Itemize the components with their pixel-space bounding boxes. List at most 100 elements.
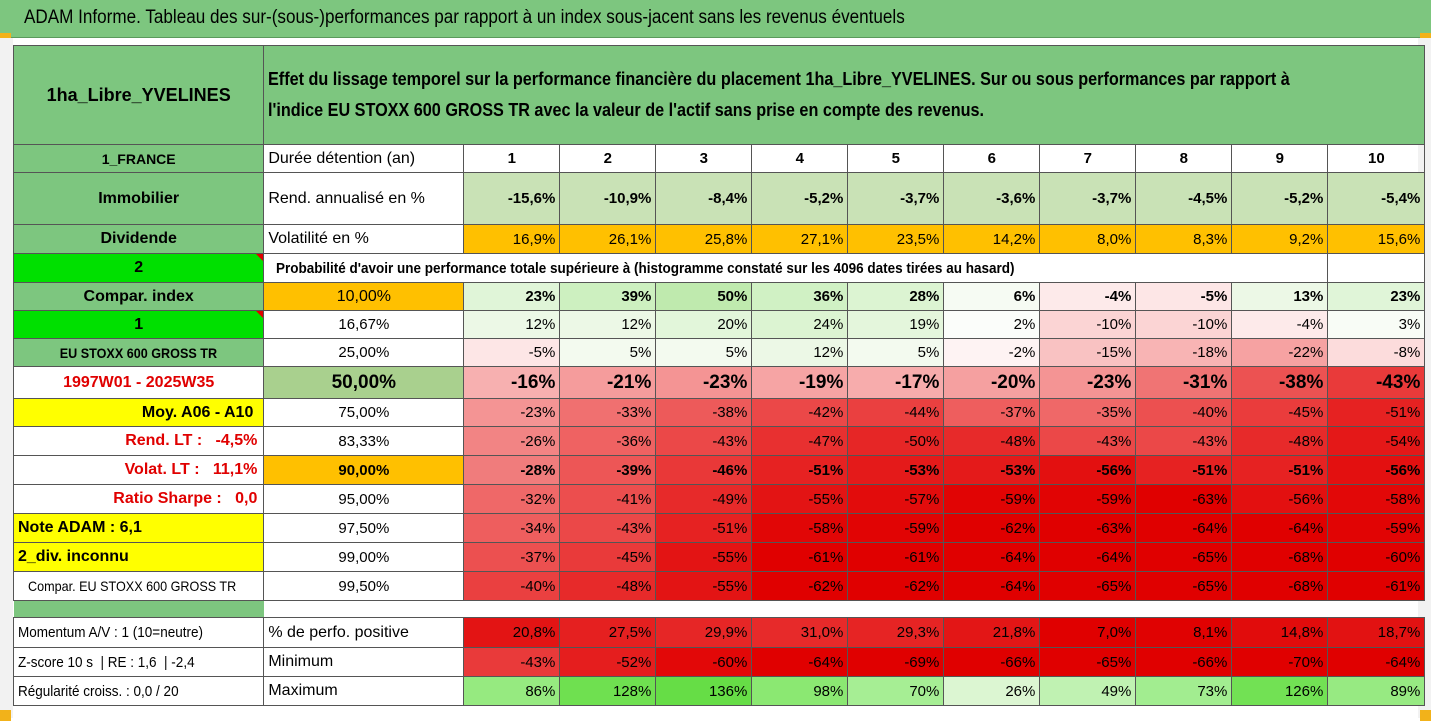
quantile-cell[interactable]: 12% xyxy=(463,310,561,339)
volat-cell[interactable]: 16,9% xyxy=(463,224,561,254)
quantile-cell[interactable]: -55% xyxy=(751,484,849,514)
quantile-cell[interactable]: -21% xyxy=(559,366,657,399)
maximum-cell[interactable]: 86% xyxy=(463,676,561,706)
quantile-label-cell[interactable]: 97,50% xyxy=(263,513,465,543)
quantile-cell[interactable]: -4% xyxy=(1039,282,1137,311)
volat-cell[interactable]: 26,1% xyxy=(559,224,657,254)
year-cell[interactable]: 5 xyxy=(847,144,945,173)
minimum-cell[interactable]: -60% xyxy=(655,647,753,677)
rend-cell[interactable]: -15,6% xyxy=(463,172,561,225)
quantile-cell[interactable]: -64% xyxy=(1231,513,1329,543)
volat-cell[interactable]: 27,1% xyxy=(751,224,849,254)
quantile-label-cell[interactable]: 75,00% xyxy=(263,398,465,427)
quantile-cell[interactable]: -40% xyxy=(1135,398,1233,427)
quantile-cell[interactable]: -37% xyxy=(463,542,561,572)
quantile-cell[interactable]: -56% xyxy=(1039,455,1137,485)
year-cell[interactable]: 9 xyxy=(1231,144,1329,173)
positive-cell[interactable]: 27,5% xyxy=(559,617,657,648)
quantile-label-cell[interactable]: 10,00% xyxy=(263,282,465,311)
quantile-cell[interactable]: 23% xyxy=(1327,282,1426,311)
description-cell[interactable]: Effet du lissage temporel sur la perform… xyxy=(263,45,1426,145)
dividend-cell[interactable]: Dividende xyxy=(12,224,265,254)
rend-cell[interactable]: -8,4% xyxy=(655,172,753,225)
fund-name-cell[interactable]: 1ha_Libre_YVELINES xyxy=(12,45,265,145)
volat-cell[interactable]: 15,6% xyxy=(1327,224,1426,254)
positive-cell[interactable]: 20,8% xyxy=(463,617,561,648)
quantile-cell[interactable]: -46% xyxy=(655,455,753,485)
rend-cell[interactable]: -3,7% xyxy=(1039,172,1137,225)
quantile-cell[interactable]: -23% xyxy=(655,366,753,399)
quantile-cell[interactable]: -43% xyxy=(559,513,657,543)
category-cell[interactable]: Immobilier xyxy=(12,172,265,225)
minimum-cell[interactable]: -52% xyxy=(559,647,657,677)
minimum-cell[interactable]: -65% xyxy=(1039,647,1137,677)
moy-cell[interactable]: Moy. A06 - A10 xyxy=(12,398,265,427)
quantile-label-cell[interactable]: 99,00% xyxy=(263,542,465,572)
quantile-cell[interactable]: -59% xyxy=(847,513,945,543)
quantile-cell[interactable]: 20% xyxy=(655,310,753,339)
quantile-cell[interactable]: -55% xyxy=(655,542,753,572)
quantile-cell[interactable]: -50% xyxy=(847,426,945,456)
quantile-cell[interactable]: -5% xyxy=(1135,282,1233,311)
quantile-cell[interactable]: -56% xyxy=(1231,484,1329,514)
quantile-cell[interactable]: -19% xyxy=(751,366,849,399)
maximum-cell[interactable]: 136% xyxy=(655,676,753,706)
volat-cell[interactable]: 14,2% xyxy=(943,224,1041,254)
quantile-cell[interactable]: 50% xyxy=(655,282,753,311)
quantile-cell[interactable]: -51% xyxy=(751,455,849,485)
maximum-cell[interactable]: 126% xyxy=(1231,676,1329,706)
quantile-cell[interactable]: -15% xyxy=(1039,338,1137,367)
quantile-label-cell[interactable]: 99,50% xyxy=(263,571,465,601)
quantile-cell[interactable]: -44% xyxy=(847,398,945,427)
quantile-cell[interactable]: -2% xyxy=(943,338,1041,367)
quantile-label-cell[interactable]: 90,00% xyxy=(263,455,465,485)
quantile-cell[interactable]: -58% xyxy=(1327,484,1426,514)
quantile-cell[interactable]: -10% xyxy=(1039,310,1137,339)
regularite-cell[interactable]: Régularité croiss. : 0,0 / 20 xyxy=(12,676,265,706)
positive-cell[interactable]: 8,1% xyxy=(1135,617,1233,648)
rend-cell[interactable]: -4,5% xyxy=(1135,172,1233,225)
quantile-cell[interactable]: 5% xyxy=(847,338,945,367)
quantile-cell[interactable]: -38% xyxy=(1231,366,1329,399)
volat-cell[interactable]: 23,5% xyxy=(847,224,945,254)
positive-cell[interactable]: 14,8% xyxy=(1231,617,1329,648)
note-cell[interactable]: Note ADAM : 6,1 xyxy=(12,513,265,543)
year-cell[interactable]: 6 xyxy=(943,144,1041,173)
quantile-cell[interactable]: -48% xyxy=(559,571,657,601)
quantile-cell[interactable]: -43% xyxy=(1039,426,1137,456)
quantile-cell[interactable]: -43% xyxy=(1135,426,1233,456)
quantile-cell[interactable]: 12% xyxy=(751,338,849,367)
quantile-cell[interactable]: -64% xyxy=(943,542,1041,572)
period-cell[interactable]: 1997W01 - 2025W35 xyxy=(12,366,265,399)
minimum-cell[interactable]: -69% xyxy=(847,647,945,677)
quantile-cell[interactable]: -53% xyxy=(943,455,1041,485)
quantile-cell[interactable]: -51% xyxy=(1231,455,1329,485)
minimum-cell[interactable]: -66% xyxy=(1135,647,1233,677)
minimum-cell[interactable]: -64% xyxy=(1327,647,1426,677)
quantile-cell[interactable]: -20% xyxy=(943,366,1041,399)
rend-cell[interactable]: -5,4% xyxy=(1327,172,1426,225)
quantile-label-cell[interactable]: 16,67% xyxy=(263,310,465,339)
quantile-cell[interactable]: -62% xyxy=(943,513,1041,543)
compar-index-cell[interactable]: Compar. index xyxy=(12,282,265,311)
maximum-label-cell[interactable]: Maximum xyxy=(263,676,465,706)
quantile-cell[interactable]: -57% xyxy=(847,484,945,514)
quantile-cell[interactable]: 28% xyxy=(847,282,945,311)
quantile-cell[interactable]: -8% xyxy=(1327,338,1426,367)
quantile-cell[interactable]: -26% xyxy=(463,426,561,456)
quantile-cell[interactable]: -51% xyxy=(655,513,753,543)
num1-cell[interactable]: 1 xyxy=(12,310,265,339)
quantile-cell[interactable]: -63% xyxy=(1039,513,1137,543)
quantile-cell[interactable]: -51% xyxy=(1135,455,1233,485)
quantile-cell[interactable]: -37% xyxy=(943,398,1041,427)
quantile-cell[interactable]: -48% xyxy=(1231,426,1329,456)
quantile-cell[interactable]: -64% xyxy=(943,571,1041,601)
quantile-cell[interactable]: 19% xyxy=(847,310,945,339)
quantile-cell[interactable]: 23% xyxy=(463,282,561,311)
minimum-cell[interactable]: -64% xyxy=(751,647,849,677)
quantile-cell[interactable]: -31% xyxy=(1135,366,1233,399)
quantile-label-cell[interactable]: 83,33% xyxy=(263,426,465,456)
quantile-cell[interactable]: -64% xyxy=(1135,513,1233,543)
rend-cell[interactable]: -3,6% xyxy=(943,172,1041,225)
quantile-cell[interactable]: -62% xyxy=(751,571,849,601)
